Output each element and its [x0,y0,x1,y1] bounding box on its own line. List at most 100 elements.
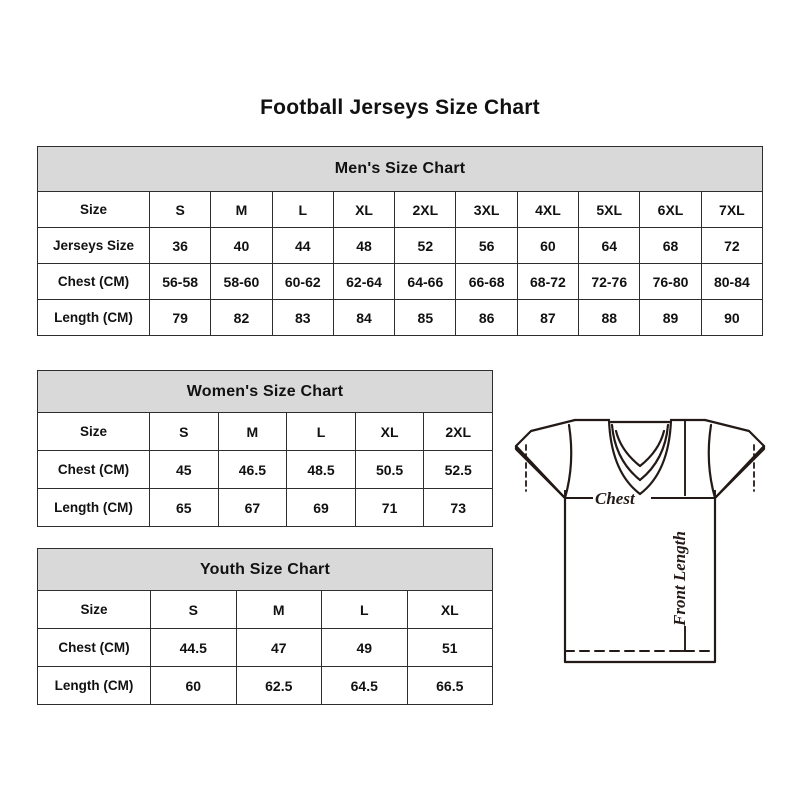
column-header: 3XL [455,191,518,228]
table-cell: 47 [235,628,322,667]
table-cell: 72-76 [578,263,641,300]
table-cell: 50.5 [354,450,425,489]
table-cell: 44 [271,227,334,264]
column-header: S [148,191,212,228]
jersey-measurement-diagram: Chest Front Length [503,398,778,683]
table-cell: 73 [423,488,494,527]
column-header: XL [406,590,494,629]
table-cell: 51 [406,628,494,667]
table-cell: 68 [639,227,702,264]
column-header: Size [37,590,151,629]
table-cell: 40 [210,227,273,264]
column-header: S [150,590,237,629]
table-cell: 48 [332,227,396,264]
page-title: Football Jerseys Size Chart [260,96,540,119]
table-cell: 44.5 [150,628,237,667]
row-label: Jerseys Size [37,227,150,264]
row-label: Length (CM) [37,488,150,527]
table-cell: 64.5 [321,666,408,705]
table-cell: 66-68 [455,263,518,300]
table-cell: 36 [148,227,212,264]
mens-size-table: Men's Size Chart Size S M L XL 2XL 3XL 4… [36,146,764,336]
table-cell: 90 [700,299,764,336]
column-header: XL [332,191,396,228]
table-cell: 60 [150,666,237,705]
womens-size-table: Women's Size Chart Size S M L XL 2XL Che… [36,370,494,527]
table-cell: 72 [700,227,764,264]
table-cell: 52 [394,227,457,264]
row-label: Chest (CM) [37,263,150,300]
table-cell: 87 [516,299,580,336]
mens-table-caption: Men's Size Chart [36,146,764,192]
table-cell: 52.5 [423,450,494,489]
table-cell: 64 [578,227,641,264]
column-header: M [210,191,273,228]
table-cell: 69 [286,488,356,527]
table-cell: 80-84 [700,263,764,300]
table-cell: 67 [217,488,288,527]
youth-table-caption: Youth Size Chart [36,548,494,591]
table-caption-row: Women's Size Chart [36,370,494,413]
table-cell: 56-58 [148,263,212,300]
table-cell: 48.5 [286,450,356,489]
table-cell: 56 [455,227,518,264]
table-cell: 76-80 [639,263,702,300]
table-cell: 85 [394,299,457,336]
column-header: 4XL [516,191,580,228]
column-header: 2XL [423,412,494,451]
table-cell: 62-64 [332,263,396,300]
front-length-label: Front Length [670,531,689,627]
column-header: Size [37,191,150,228]
table-cell: 79 [148,299,212,336]
row-label: Length (CM) [37,299,150,336]
table-header-row: Size S M L XL [37,590,494,629]
column-header: 5XL [578,191,641,228]
table-cell: 71 [354,488,425,527]
table-cell: 66.5 [406,666,494,705]
table-row: Length (CM) 79 82 83 84 85 86 87 88 89 9… [37,299,764,336]
table-cell: 46.5 [217,450,288,489]
table-header-row: Size S M L XL 2XL [37,412,494,451]
column-header: 7XL [700,191,764,228]
table-cell: 45 [149,450,219,489]
table-row: Length (CM) 60 62.5 64.5 66.5 [37,666,494,705]
table-cell: 60 [516,227,580,264]
table-row: Chest (CM) 45 46.5 48.5 50.5 52.5 [37,450,494,489]
column-header: L [286,412,356,451]
table-cell: 84 [332,299,396,336]
column-header: L [321,590,408,629]
column-header: L [271,191,334,228]
row-label: Chest (CM) [37,628,151,667]
front-length-measure-line [677,419,693,652]
table-cell: 60-62 [271,263,334,300]
table-row: Length (CM) 65 67 69 71 73 [37,488,494,527]
column-header: XL [354,412,425,451]
table-cell: 64-66 [394,263,457,300]
table-caption-row: Youth Size Chart [36,548,494,591]
column-header: M [235,590,322,629]
table-cell: 83 [271,299,334,336]
table-cell: 62.5 [235,666,322,705]
table-cell: 58-60 [210,263,273,300]
column-header: S [149,412,219,451]
table-cell: 89 [639,299,702,336]
table-cell: 68-72 [516,263,580,300]
column-header: 6XL [639,191,702,228]
table-cell: 49 [321,628,408,667]
chest-label: Chest [595,489,636,508]
womens-table-caption: Women's Size Chart [36,370,494,413]
table-cell: 86 [455,299,518,336]
chest-measure-line [564,490,716,506]
table-cell: 82 [210,299,273,336]
youth-size-table: Youth Size Chart Size S M L XL Chest (CM… [36,548,494,705]
table-row: Chest (CM) 44.5 47 49 51 [37,628,494,667]
table-header-row: Size S M L XL 2XL 3XL 4XL 5XL 6XL 7XL [37,191,764,228]
table-caption-row: Men's Size Chart [36,146,764,192]
row-label: Chest (CM) [37,450,150,489]
table-cell: 65 [149,488,219,527]
row-label: Length (CM) [37,666,151,705]
column-header: M [217,412,288,451]
table-row: Chest (CM) 56-58 58-60 60-62 62-64 64-66… [37,263,764,300]
table-row: Jerseys Size 36 40 44 48 52 56 60 64 68 … [37,227,764,264]
